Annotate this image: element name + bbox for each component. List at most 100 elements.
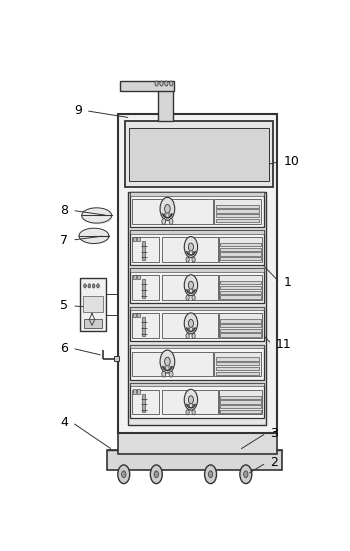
Circle shape	[192, 333, 195, 338]
Circle shape	[154, 471, 159, 478]
Bar	[125, 121, 273, 187]
Bar	[220, 257, 261, 261]
Bar	[214, 352, 261, 376]
Bar	[162, 276, 218, 300]
Bar	[220, 281, 261, 284]
Circle shape	[170, 81, 173, 86]
Bar	[220, 252, 261, 256]
Circle shape	[188, 404, 190, 407]
Bar	[118, 433, 277, 455]
Bar	[132, 199, 213, 224]
Bar	[133, 390, 136, 393]
Bar	[137, 275, 140, 279]
Bar	[162, 237, 218, 262]
Bar	[130, 192, 264, 196]
Circle shape	[186, 295, 189, 300]
Bar	[216, 372, 259, 375]
Bar	[158, 83, 173, 121]
Bar	[137, 237, 140, 241]
Circle shape	[192, 404, 194, 407]
Circle shape	[162, 218, 166, 224]
Bar	[130, 192, 264, 227]
Bar	[216, 204, 259, 208]
Circle shape	[162, 371, 166, 377]
Circle shape	[169, 218, 173, 224]
Bar	[220, 295, 261, 299]
Bar	[137, 390, 140, 393]
Bar	[216, 209, 259, 213]
Circle shape	[92, 284, 95, 288]
Text: 6: 6	[60, 342, 68, 355]
Text: 3: 3	[270, 426, 278, 440]
Bar	[162, 390, 218, 414]
Circle shape	[186, 410, 189, 415]
Circle shape	[155, 81, 158, 86]
Bar	[220, 286, 261, 289]
Circle shape	[188, 281, 194, 289]
Circle shape	[160, 81, 163, 86]
Bar	[130, 307, 264, 342]
Circle shape	[160, 197, 175, 220]
Bar	[133, 275, 136, 279]
Bar	[130, 307, 264, 310]
Text: 2: 2	[270, 456, 278, 469]
Text: 10: 10	[284, 155, 300, 168]
Bar	[130, 268, 264, 303]
Bar	[132, 237, 160, 262]
Bar	[142, 317, 145, 336]
Circle shape	[121, 471, 126, 478]
Bar	[130, 230, 264, 265]
Circle shape	[97, 284, 99, 288]
Bar	[220, 410, 261, 413]
Circle shape	[192, 410, 195, 415]
Circle shape	[240, 465, 252, 484]
Bar	[220, 405, 261, 408]
Circle shape	[192, 257, 195, 262]
Circle shape	[188, 328, 190, 330]
Circle shape	[164, 214, 166, 217]
Bar	[80, 278, 106, 331]
Bar	[130, 230, 264, 234]
Bar	[83, 296, 104, 312]
Circle shape	[88, 284, 91, 288]
Circle shape	[205, 465, 217, 484]
Circle shape	[184, 236, 198, 257]
Circle shape	[164, 357, 170, 366]
Circle shape	[188, 243, 194, 251]
Text: 4: 4	[60, 416, 68, 429]
Bar	[137, 313, 140, 317]
Circle shape	[208, 471, 213, 478]
Circle shape	[186, 333, 189, 338]
Text: 11: 11	[276, 338, 292, 350]
Bar	[130, 383, 264, 418]
Circle shape	[192, 289, 194, 292]
Bar	[216, 358, 259, 361]
Circle shape	[188, 320, 194, 327]
Bar	[216, 214, 259, 218]
Bar	[216, 367, 259, 370]
Bar	[130, 268, 264, 272]
Text: 9: 9	[74, 104, 82, 117]
Bar	[158, 403, 173, 433]
Bar	[107, 450, 282, 470]
Bar	[219, 390, 262, 414]
Bar	[220, 396, 261, 399]
Bar	[130, 383, 264, 386]
Circle shape	[118, 465, 130, 484]
Bar	[216, 219, 259, 222]
Bar	[220, 319, 261, 322]
Circle shape	[192, 251, 194, 254]
Bar	[216, 362, 259, 365]
Bar	[214, 199, 261, 224]
Bar	[132, 390, 160, 414]
Bar	[220, 401, 261, 404]
Circle shape	[188, 289, 190, 292]
Circle shape	[150, 465, 162, 484]
Bar	[220, 333, 261, 337]
Bar	[219, 276, 262, 300]
Bar	[220, 243, 261, 246]
Bar	[120, 82, 174, 91]
Circle shape	[188, 251, 190, 254]
Text: 7: 7	[60, 234, 68, 246]
Bar	[220, 290, 261, 294]
